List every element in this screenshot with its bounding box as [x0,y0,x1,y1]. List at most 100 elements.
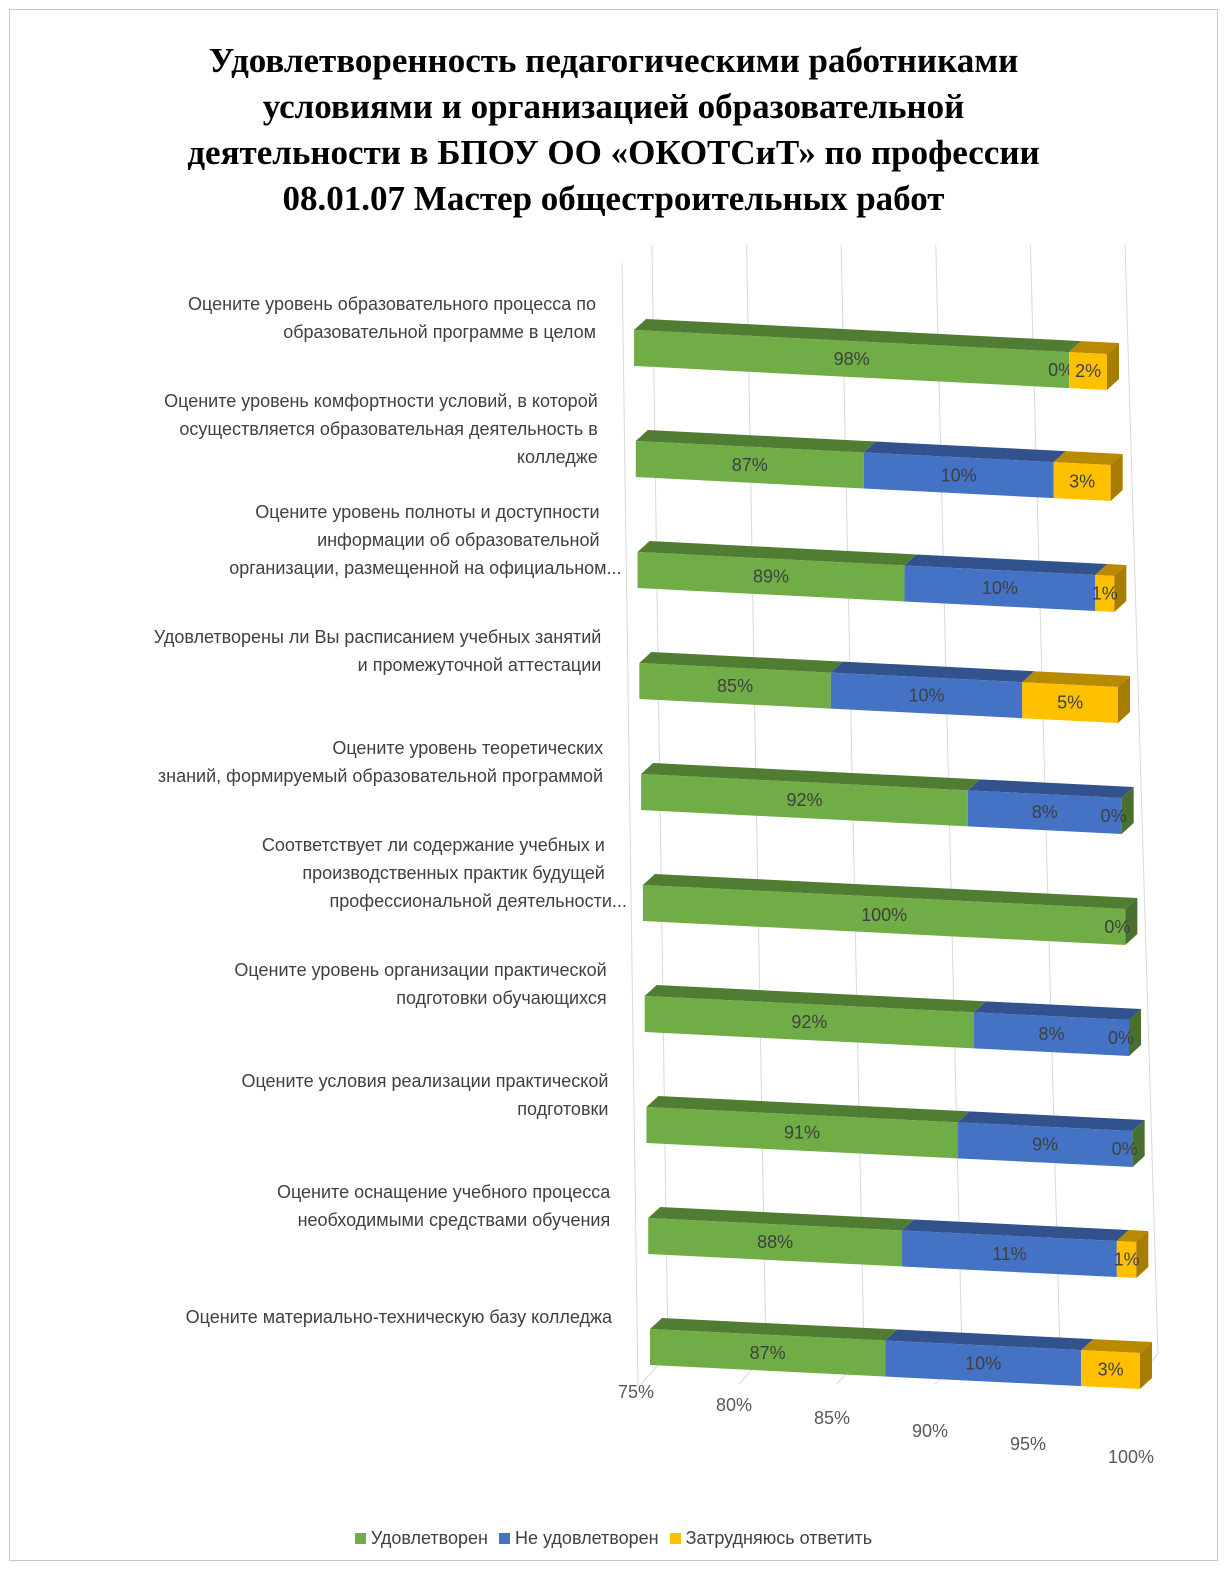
legend-item: Удовлетворен [354,1528,488,1549]
category-label: производственных практик будущей [302,863,605,883]
data-label: 11% [992,1244,1027,1264]
bar-top-face [644,985,987,1013]
legend-label: Не удовлетворен [515,1528,659,1548]
legend-swatch [669,1533,681,1544]
x-tick-label: 90% [912,1421,948,1441]
bar-end-cap [1114,565,1127,612]
bar-segment [967,790,1122,834]
data-label: 5% [1057,693,1083,713]
gridline [1124,244,1159,1355]
bar-segment [634,330,1070,389]
category-label: организации, размещенной на официальном.… [229,558,621,578]
bar-segment [644,996,975,1049]
data-label: 0% [1104,917,1130,937]
category-label: знаний, формируемый образовательной прог… [158,766,603,786]
bar-top-face [1095,564,1127,576]
bar-segment [1095,575,1115,612]
category-label: необходимыми средствами обучения [298,1210,611,1230]
bar-top-face [1116,1230,1149,1242]
bar-end-cap [1132,1120,1145,1167]
category-label: Удовлетворены ли Вы расписанием учебных … [154,627,602,647]
category-label: информации об образовательной [317,530,599,550]
bar-segment [885,1340,1082,1387]
category-label: Оцените уровень полноты и доступности [255,502,599,522]
bar-segment [830,672,1023,719]
chart-title-line: Удовлетворенность педагогическими работн… [208,41,1019,80]
bar-top-face [650,1318,898,1341]
bar-top-face [637,541,917,566]
bar-top-face [904,554,1108,576]
bar-segment [902,1230,1117,1278]
bar-top-face [885,1329,1094,1351]
data-label: 1% [1114,1250,1140,1270]
bar-segment [1022,682,1118,723]
bar-top-face [646,1096,970,1123]
bar-top-face [648,1207,915,1231]
legend-item: Затрудняюсь ответить [669,1528,873,1549]
chart-legend: Удовлетворен Не удовлетворен Затрудняюсь… [0,1528,1227,1549]
bar-top-face [967,779,1134,798]
bar-top-face [642,874,1138,909]
legend-swatch [354,1533,366,1544]
bar-segment [1053,462,1111,501]
x-tick-label: 100% [1108,1447,1154,1467]
category-label: Оцените оснащение учебного процесса [277,1182,611,1202]
data-label: 10% [982,578,1018,598]
x-tick-label: 95% [1010,1434,1046,1454]
bar-segment [642,885,1126,945]
data-label: 88% [757,1232,793,1252]
bar-end-cap [1118,676,1130,723]
category-label: Оцените уровень теоретических [332,738,603,758]
axis-wall-line [621,262,639,1388]
category-label: Оцените уровень организации практической [234,960,606,980]
data-label: 87% [732,455,768,475]
bar-end-cap [1140,1342,1152,1389]
bar-segment [1081,1350,1140,1389]
bar-segment [637,552,905,602]
data-label: 92% [791,1012,827,1032]
data-label: 100% [861,905,907,925]
data-label: 10% [941,465,977,485]
category-label: Оцените материально-техническую базу кол… [186,1307,613,1327]
legend-item: Не удовлетворен [499,1528,659,1549]
bar-top-face [974,1001,1141,1020]
data-label: 0% [1101,806,1127,826]
bar-segment [904,565,1096,612]
bar-top-face [1053,451,1123,465]
category-label: образовательной программе в целом [283,322,596,342]
legend-label: Удовлетворен [370,1528,488,1548]
data-label: 8% [1032,802,1058,822]
bar-segment [639,663,831,709]
bar-top-face [634,319,1082,353]
bar-segment [974,1012,1129,1056]
category-label: осуществляется образовательная деятельно… [179,419,597,439]
x-tick-label: 85% [814,1408,850,1428]
chart-title-line: условиями и организацией образовательной [262,87,965,126]
bar-segment [1069,352,1107,390]
bar-segment [648,1218,903,1267]
data-label: 10% [909,685,945,705]
bar-top-face [635,430,876,453]
data-label: 0% [1112,1139,1138,1159]
x-tick-label: 80% [716,1395,752,1415]
bar-top-face [1022,671,1130,687]
bar-segment [650,1329,886,1377]
bar-top-face [830,661,1035,683]
data-label: 1% [1092,584,1118,604]
bar-segment [863,452,1054,499]
data-label: 10% [965,1353,1001,1373]
chart-title-line: деятельности в БПОУ ОО «ОКОТСиТ» по проф… [187,133,1040,172]
data-label: 92% [786,790,822,810]
legend-label: Затрудняюсь ответить [685,1528,873,1548]
bar-segment [957,1122,1133,1167]
category-label: и промежуточной аттестации [358,655,602,675]
category-label: колледже [517,447,598,467]
bar-end-cap [1121,787,1134,834]
data-label: 9% [1032,1135,1058,1155]
data-label: 3% [1069,472,1095,492]
bar-end-cap [1136,1231,1149,1278]
bar-end-cap [1107,343,1119,390]
category-label: Оцените уровень образовательного процесс… [188,294,596,314]
legend-swatch [499,1533,511,1544]
